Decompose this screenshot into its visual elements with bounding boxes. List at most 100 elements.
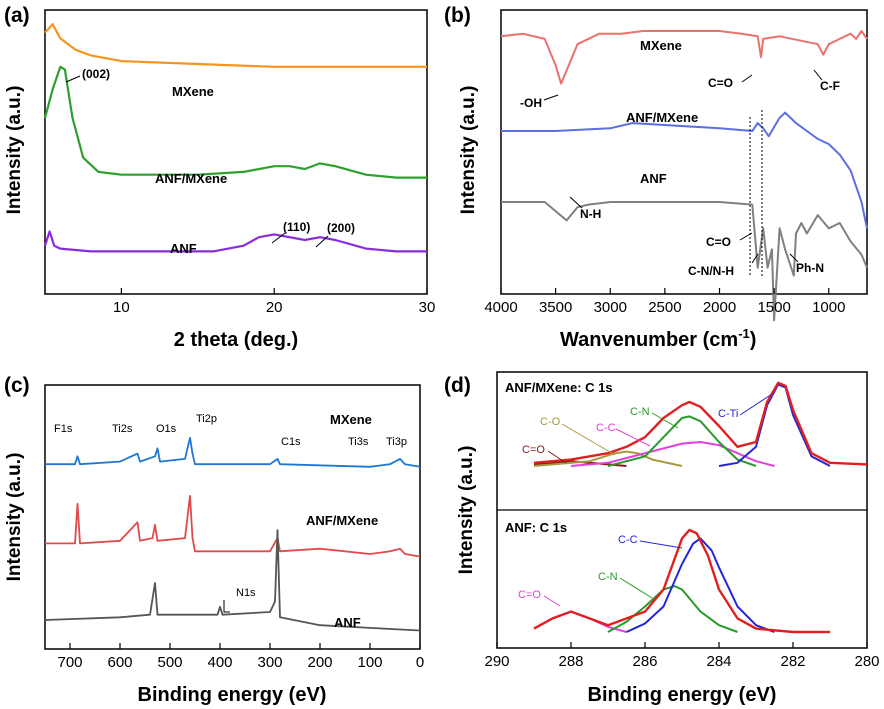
panel-d-top-label-c-c: C-C bbox=[596, 422, 616, 434]
panel-c-ticks: 700 600 500 400 300 200 100 0 bbox=[57, 643, 424, 671]
panel-b-annotation-co-mxene: C=O bbox=[708, 76, 733, 90]
panel-a-ticks: 10 20 30 bbox=[113, 288, 435, 316]
panel-d-bottom-label-c-n: C-N bbox=[598, 571, 618, 583]
panel-b-ylabel: Intensity (a.u.) bbox=[458, 86, 479, 215]
panel-d-top-arrow-c-ti bbox=[739, 393, 773, 416]
panel-a-annotation-002: (002) bbox=[82, 67, 110, 81]
panel-b-arrow-oh bbox=[543, 94, 559, 101]
panel-b-xlabel-main: Wanvenumber (cm bbox=[560, 329, 738, 351]
panel-a-xlabel: 2 theta (deg.) bbox=[174, 329, 298, 351]
panel-d-ylabel: Intensity (a.u.) bbox=[456, 446, 477, 575]
panel-d-top-arrow-c-n bbox=[651, 412, 679, 429]
panel-label-a: (a) bbox=[4, 4, 30, 27]
panel-b-arrow-phn bbox=[789, 253, 799, 263]
panel-c-n1s-bracket bbox=[223, 600, 230, 613]
panel-b-arrow-cf bbox=[813, 69, 823, 81]
panel-b-plot bbox=[500, 30, 868, 322]
panel-c-tick-label-400: 400 bbox=[207, 654, 232, 671]
panel-b-annotation-cf: C-F bbox=[820, 79, 840, 93]
panel-c-tick-label-300: 300 bbox=[257, 654, 282, 671]
panel-c-series-label-mxene: MXene bbox=[330, 412, 372, 427]
panel-b-annotation-phn: Ph-N bbox=[796, 261, 824, 275]
panel-d-top-component-c-c bbox=[570, 441, 775, 467]
panel-a-series-label-mxene: MXene bbox=[172, 84, 214, 99]
panel-b-series-line-mxene bbox=[500, 30, 868, 85]
panel-c-peak-c1s: C1s bbox=[281, 436, 301, 448]
panel-d-top-label-c-ti: C-Ti bbox=[718, 408, 738, 420]
panel-d: 290 288 286 284 282 280 Intensity (a.u.) Bind… bbox=[456, 371, 880, 706]
panel-a-series-line-anf bbox=[43, 230, 427, 253]
panel-b-annotation-oh: -OH bbox=[520, 96, 542, 110]
panel-c-tick-label-500: 500 bbox=[157, 654, 182, 671]
panel-b-annotation-cn-nh: C-N/N-H bbox=[688, 264, 734, 278]
panel-d-tick-label-280: 280 bbox=[854, 653, 879, 670]
panel-b-tick-label-4000: 4000 bbox=[484, 299, 517, 316]
panel-d-tick-label-284: 284 bbox=[706, 653, 731, 670]
panel-c-series-line-mxene bbox=[45, 436, 421, 468]
panel-label-d: (d) bbox=[444, 374, 471, 397]
panel-d-xlabel: Binding energy (eV) bbox=[588, 684, 777, 706]
panel-a-arrow-110 bbox=[271, 232, 286, 244]
panel-a: 10 20 30 Intensity (a.u.) 2 theta (deg.) M… bbox=[4, 9, 435, 351]
panel-c-peak-o1s: O1s bbox=[156, 423, 177, 435]
panel-b-series-label-anf-mxene: ANF/MXene bbox=[626, 110, 698, 125]
panel-b-xlabel: Wanvenumber (cm-1) bbox=[560, 326, 756, 351]
panel-a-series-line-anf-mxene bbox=[43, 65, 427, 179]
panel-d-bottom-arrow-c-c bbox=[639, 540, 683, 549]
panel-c-peak-f1s: F1s bbox=[54, 423, 73, 435]
panel-b-arrow-nh bbox=[569, 196, 583, 209]
panel-d-tick-label-282: 282 bbox=[780, 653, 805, 670]
panel-a-annotation-110: (110) bbox=[283, 220, 310, 234]
panel-c-series-line-anf-mxene bbox=[45, 494, 421, 558]
panel-b: 4000 3500 3000 2500 2000 1500 1000 Intensity (… bbox=[458, 9, 868, 351]
panel-c-series-label-anf: ANF bbox=[334, 615, 361, 630]
panel-c-plot bbox=[44, 436, 421, 632]
panel-a-arrow-200 bbox=[315, 235, 329, 248]
panel-a-tick-label-30: 30 bbox=[419, 299, 436, 316]
panel-d-top-label-co-double: C=O bbox=[522, 444, 545, 456]
panel-a-ylabel: Intensity (a.u.) bbox=[4, 86, 25, 215]
panel-c: 700 600 500 400 300 200 100 0 Intensity (a.u.) … bbox=[4, 384, 424, 706]
panel-d-top-envelope bbox=[533, 381, 868, 466]
panel-c-tick-label-600: 600 bbox=[107, 654, 132, 671]
panel-d-bottom-component-c-c bbox=[626, 537, 775, 633]
panel-d-bottom-label-c-c: C-C bbox=[618, 534, 638, 546]
panel-b-series-line-anf-mxene bbox=[501, 111, 868, 229]
panel-b-xlabel-end: ) bbox=[750, 329, 757, 351]
panel-b-annotation-nh: N-H bbox=[580, 207, 601, 221]
panel-c-peak-ti2p: Ti2p bbox=[196, 413, 217, 425]
panel-c-peak-ti3p: Ti3p bbox=[386, 436, 407, 448]
panel-c-peak-n1s: N1s bbox=[236, 587, 256, 599]
panel-d-top-label-c-n: C-N bbox=[630, 406, 650, 418]
panel-d-plot bbox=[533, 381, 868, 634]
panel-d-top-label-c-o: C-O bbox=[540, 416, 561, 428]
panel-c-xlabel: Binding energy (eV) bbox=[138, 684, 327, 706]
panel-d-top-title: ANF/MXene: C 1s bbox=[505, 380, 613, 395]
panel-label-c: (c) bbox=[4, 374, 30, 397]
panel-c-peak-ti2s: Ti2s bbox=[112, 423, 133, 435]
panel-c-tick-label-700: 700 bbox=[57, 654, 82, 671]
panel-b-tick-label-1500: 1500 bbox=[757, 299, 790, 316]
panel-c-tick-label-100: 100 bbox=[357, 654, 382, 671]
panel-b-tick-label-3500: 3500 bbox=[539, 299, 572, 316]
panel-d-bottom-arrow-co-double bbox=[543, 595, 561, 607]
panel-c-series-line-anf bbox=[44, 529, 421, 632]
panel-c-series-label-anf-mxene: ANF/MXene bbox=[306, 513, 378, 528]
panel-a-plot bbox=[43, 23, 427, 253]
panel-a-arrow-002 bbox=[65, 75, 81, 83]
panel-b-tick-label-3000: 3000 bbox=[594, 299, 627, 316]
panel-d-bottom-component-c-n bbox=[607, 585, 738, 633]
panel-b-annotation-co-anf: C=O bbox=[706, 235, 731, 249]
panel-c-tick-label-0: 0 bbox=[416, 654, 424, 671]
panel-a-frame bbox=[44, 9, 428, 295]
panel-c-frame bbox=[44, 384, 421, 650]
panel-d-ticks: 290 288 286 284 282 280 bbox=[484, 642, 880, 670]
panel-b-xlabel-sup: -1 bbox=[738, 326, 750, 341]
panel-d-top-arrow-c-o bbox=[561, 423, 616, 456]
panel-b-tick-label-1000: 1000 bbox=[812, 299, 845, 316]
panel-a-annotation-200: (200) bbox=[327, 221, 355, 235]
panel-c-peak-ti3s: Ti3s bbox=[348, 436, 369, 448]
panel-c-ylabel: Intensity (a.u.) bbox=[4, 453, 25, 582]
panel-d-bottom-envelope bbox=[533, 528, 830, 634]
